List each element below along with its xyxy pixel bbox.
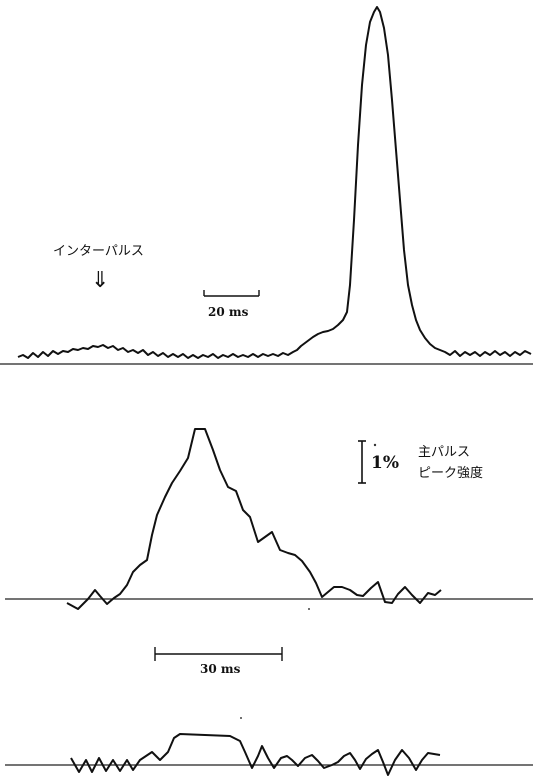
intensity-scale-bar bbox=[358, 440, 366, 484]
print-speck bbox=[240, 717, 242, 719]
intensity-scale-label: 1% bbox=[371, 453, 399, 473]
top-pulse-trace bbox=[17, 6, 532, 359]
double-down-arrow-icon: ⇓ bbox=[91, 268, 110, 293]
print-speck bbox=[308, 608, 310, 610]
time-scale-label-20ms: 20 ms bbox=[208, 305, 249, 319]
bottom-pulse-trace bbox=[70, 733, 441, 776]
intensity-caption-line2: ピーク強度 bbox=[418, 466, 484, 481]
interpulse-label: インターパルス bbox=[53, 244, 144, 259]
middle-pulse-trace bbox=[66, 428, 442, 610]
time-scale-label-30ms: 30 ms bbox=[200, 662, 241, 676]
time-scale-bar-20ms bbox=[203, 290, 260, 297]
time-scale-bar-30ms bbox=[154, 647, 283, 661]
print-speck bbox=[373, 443, 377, 447]
intensity-caption-line1: 主パルス bbox=[418, 445, 471, 460]
